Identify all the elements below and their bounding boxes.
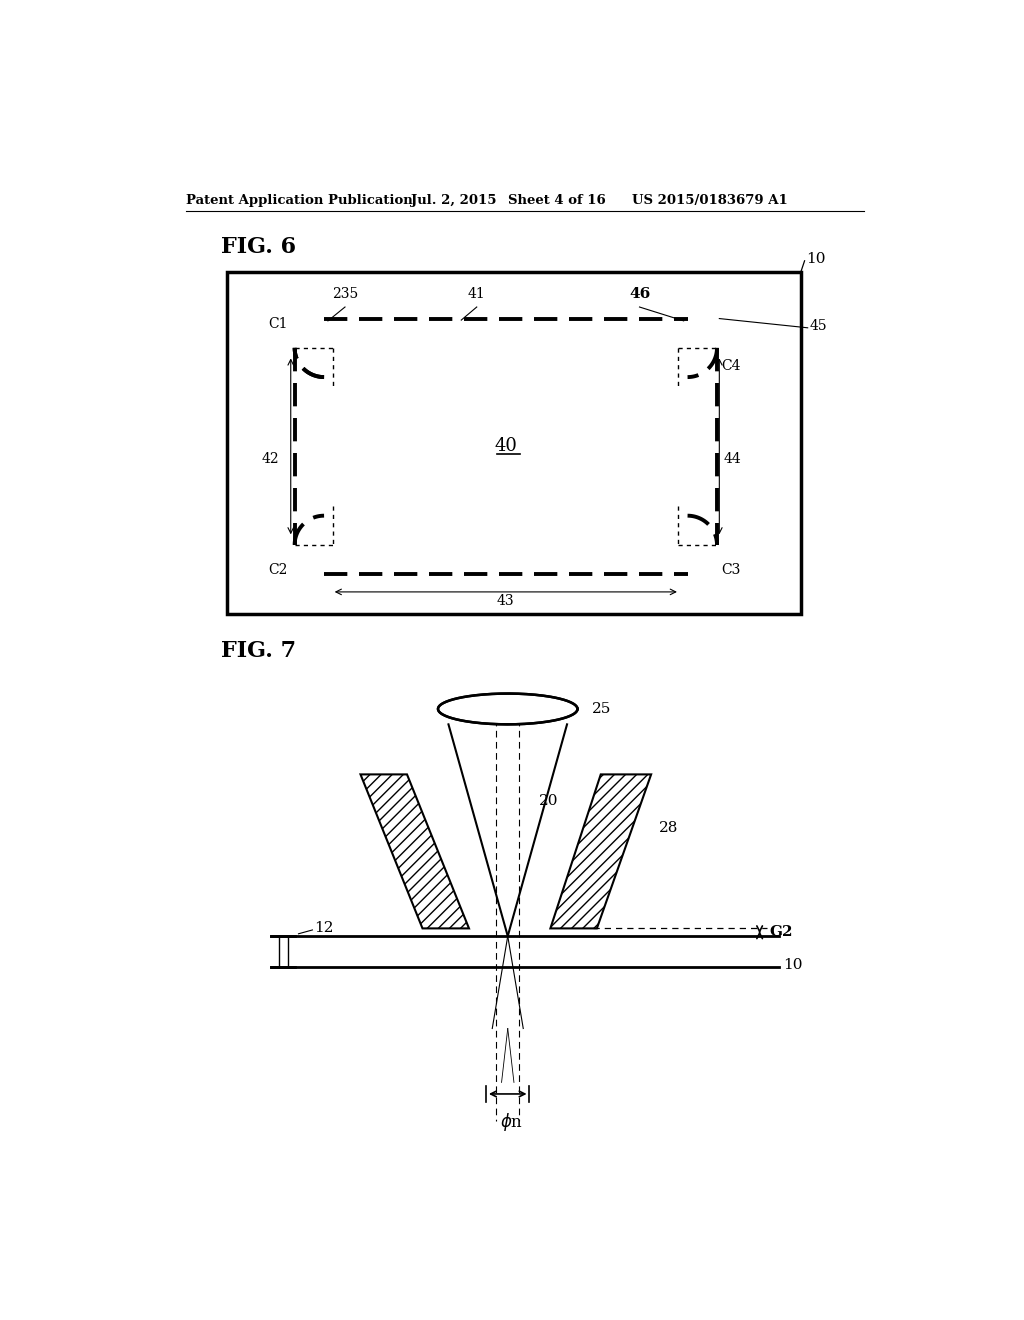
Text: 40: 40	[495, 437, 517, 455]
Text: $\phi$n: $\phi$n	[500, 1111, 523, 1133]
Text: 20: 20	[539, 795, 558, 808]
Text: C4: C4	[721, 359, 740, 374]
Polygon shape	[438, 693, 578, 725]
Text: 42: 42	[261, 451, 280, 466]
Text: Jul. 2, 2015: Jul. 2, 2015	[411, 194, 497, 207]
Text: 46: 46	[629, 286, 650, 301]
Text: C2: C2	[268, 564, 288, 577]
Text: Patent Application Publication: Patent Application Publication	[186, 194, 413, 207]
Text: 235: 235	[332, 286, 358, 301]
Text: 41: 41	[468, 286, 485, 301]
Text: 43: 43	[497, 594, 515, 609]
Text: 44: 44	[723, 451, 741, 466]
Text: 28: 28	[658, 821, 678, 836]
Text: 12: 12	[314, 921, 334, 936]
Text: FIG. 7: FIG. 7	[221, 640, 296, 663]
Text: 10: 10	[806, 252, 825, 265]
Text: 25: 25	[592, 702, 611, 715]
Text: C1: C1	[268, 317, 288, 331]
Text: C3: C3	[721, 564, 740, 577]
Polygon shape	[360, 775, 469, 928]
Text: FIG. 6: FIG. 6	[221, 236, 296, 257]
Text: G2: G2	[770, 925, 794, 940]
Bar	[227, 272, 801, 614]
Text: 45: 45	[810, 319, 827, 333]
Text: 10: 10	[783, 958, 803, 973]
Text: Sheet 4 of 16: Sheet 4 of 16	[508, 194, 605, 207]
Text: US 2015/0183679 A1: US 2015/0183679 A1	[632, 194, 787, 207]
Polygon shape	[550, 775, 651, 928]
